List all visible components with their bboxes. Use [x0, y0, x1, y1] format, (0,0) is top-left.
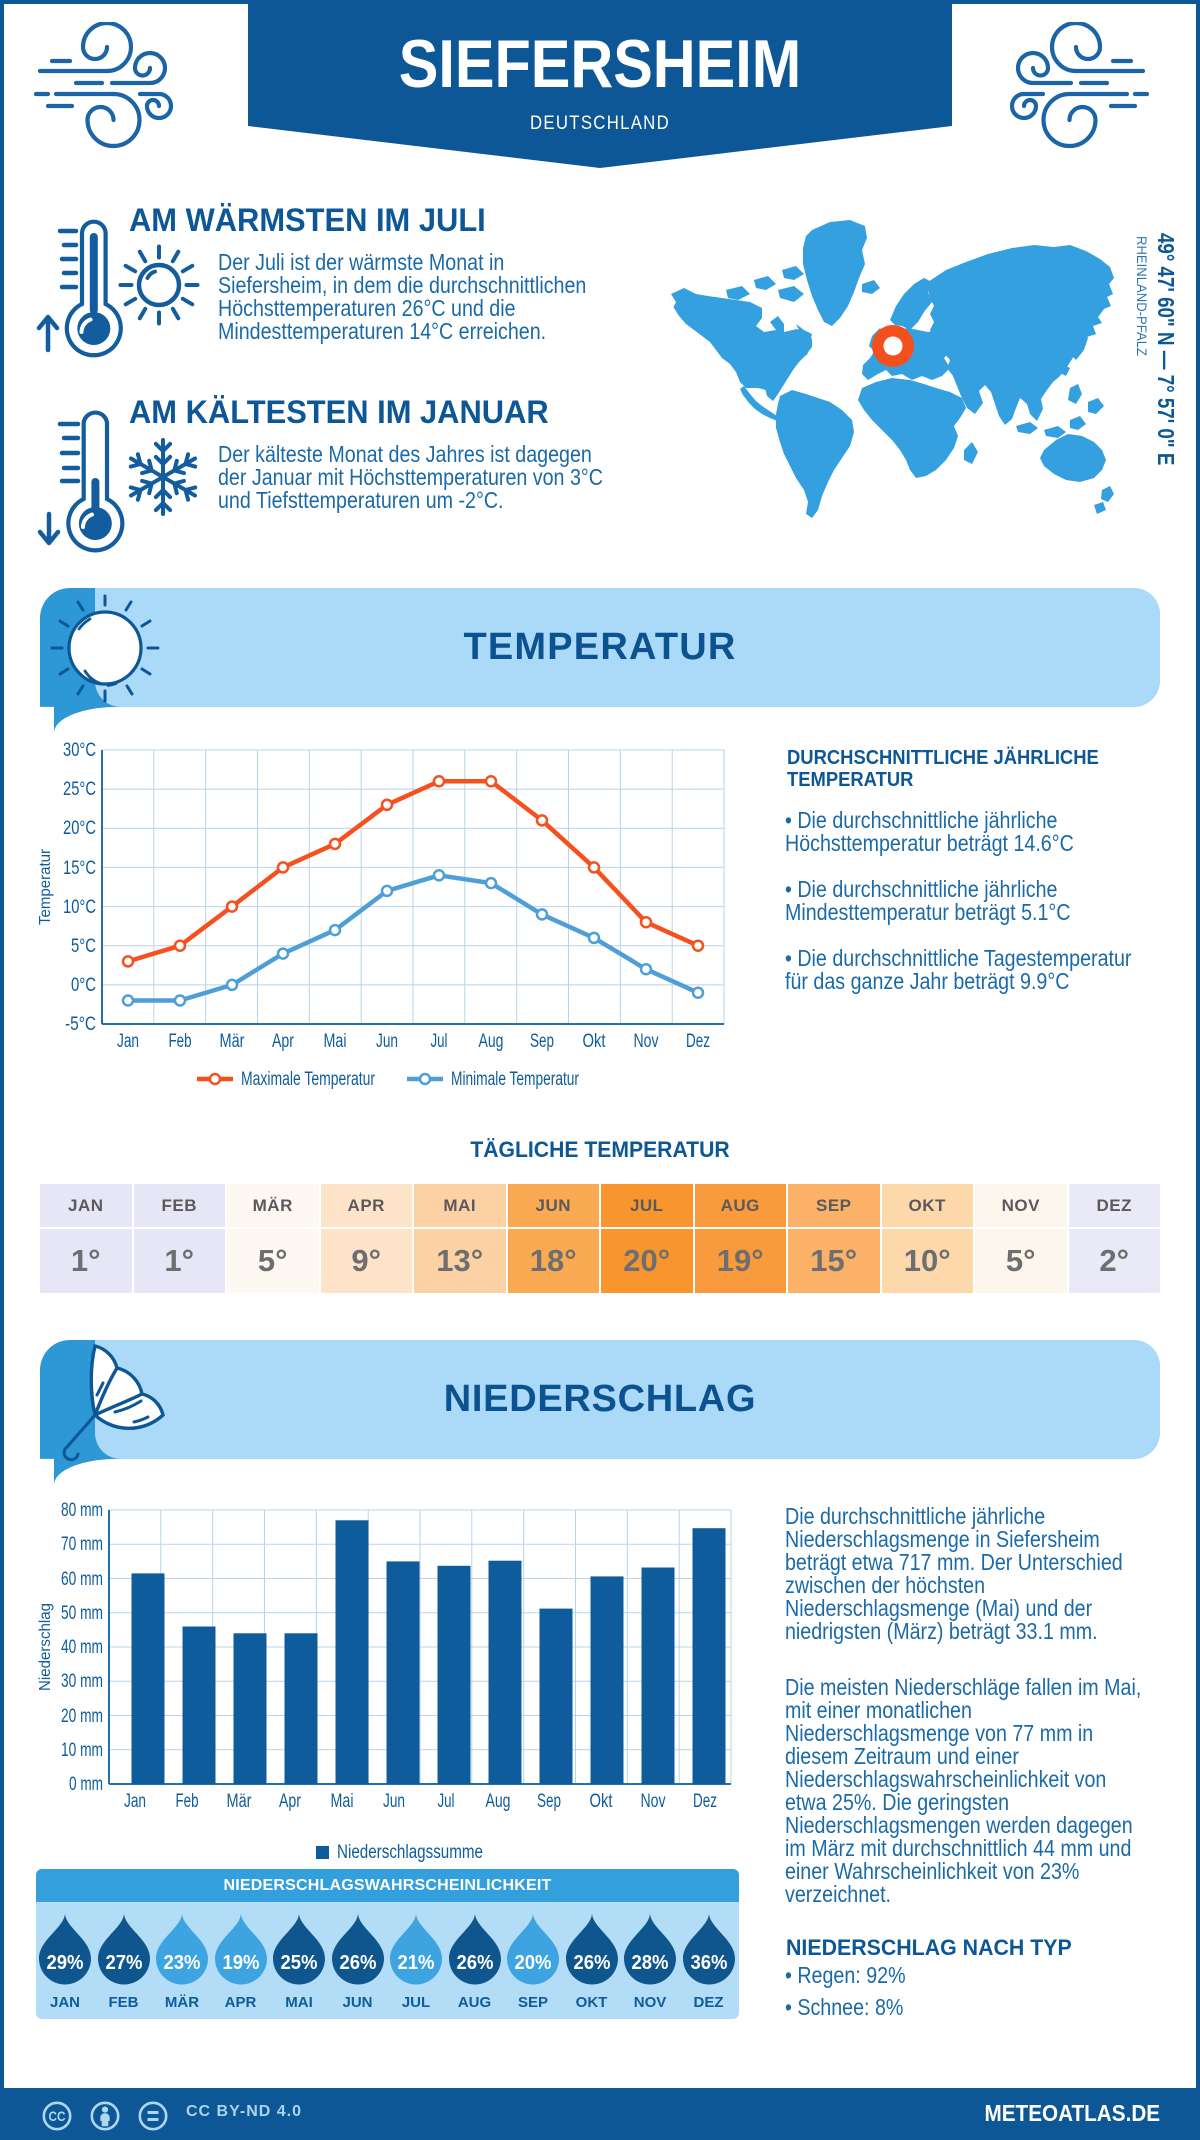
svg-text:Niederschlag: Niederschlag — [37, 1603, 54, 1691]
svg-text:Okt: Okt — [590, 1791, 614, 1812]
svg-text:-5°C: -5°C — [65, 1014, 96, 1035]
svg-text:Dez: Dez — [693, 1791, 717, 1812]
svg-text:25°C: 25°C — [63, 779, 96, 800]
svg-text:Nov: Nov — [641, 1791, 666, 1812]
svg-text:Niederschlagssumme: Niederschlagssumme — [337, 1842, 483, 1863]
svg-text:Sep: Sep — [537, 1791, 561, 1812]
svg-text:0 mm: 0 mm — [69, 1774, 103, 1795]
svg-text:Jan: Jan — [124, 1791, 146, 1812]
svg-text:50 mm: 50 mm — [61, 1603, 103, 1624]
svg-text:26%: 26% — [573, 1952, 610, 1974]
svg-text:27%: 27% — [105, 1952, 142, 1974]
svg-text:20%: 20% — [515, 1952, 552, 1974]
svg-text:0°C: 0°C — [71, 975, 96, 996]
svg-text:Feb: Feb — [176, 1791, 199, 1812]
svg-text:Jul: Jul — [438, 1791, 455, 1812]
svg-text:60 mm: 60 mm — [61, 1569, 103, 1590]
svg-text:Jun: Jun — [383, 1791, 405, 1812]
svg-text:Mai: Mai — [331, 1791, 354, 1812]
svg-text:29%: 29% — [47, 1952, 84, 1974]
svg-text:Jan: Jan — [117, 1031, 139, 1052]
svg-text:Minimale Temperatur: Minimale Temperatur — [451, 1069, 579, 1090]
svg-text:15°C: 15°C — [63, 858, 96, 879]
svg-text:10°C: 10°C — [63, 897, 96, 918]
svg-text:Sep: Sep — [530, 1031, 554, 1052]
svg-text:19%: 19% — [222, 1952, 259, 1974]
svg-text:30 mm: 30 mm — [61, 1671, 103, 1692]
svg-text:23%: 23% — [164, 1952, 201, 1974]
svg-text:80 mm: 80 mm — [61, 1500, 103, 1521]
svg-text:Aug: Aug — [479, 1031, 504, 1052]
svg-text:Jul: Jul — [431, 1031, 448, 1052]
svg-text:Apr: Apr — [272, 1031, 294, 1052]
svg-text:26%: 26% — [456, 1952, 493, 1974]
svg-text:Aug: Aug — [486, 1791, 511, 1812]
svg-text:Mär: Mär — [220, 1031, 246, 1052]
svg-text:30°C: 30°C — [63, 740, 96, 761]
svg-text:Maximale Temperatur: Maximale Temperatur — [241, 1069, 375, 1090]
svg-text:20 mm: 20 mm — [61, 1706, 103, 1727]
svg-text:Apr: Apr — [279, 1791, 301, 1812]
svg-text:36%: 36% — [690, 1952, 727, 1974]
svg-text:Okt: Okt — [583, 1031, 607, 1052]
svg-text:CC: CC — [49, 2109, 66, 2124]
svg-text:Mai: Mai — [324, 1031, 347, 1052]
svg-text:Nov: Nov — [634, 1031, 659, 1052]
svg-text:10 mm: 10 mm — [61, 1740, 103, 1761]
svg-text:28%: 28% — [632, 1952, 669, 1974]
svg-text:20°C: 20°C — [63, 818, 96, 839]
svg-text:Dez: Dez — [686, 1031, 710, 1052]
svg-text:40 mm: 40 mm — [61, 1637, 103, 1658]
svg-text:25%: 25% — [281, 1952, 318, 1974]
svg-text:5°C: 5°C — [71, 936, 96, 957]
svg-text:26%: 26% — [339, 1952, 376, 1974]
svg-text:Feb: Feb — [169, 1031, 192, 1052]
svg-text:Jun: Jun — [376, 1031, 398, 1052]
svg-text:Temperatur: Temperatur — [37, 849, 54, 925]
svg-text:21%: 21% — [398, 1952, 435, 1974]
svg-text:70 mm: 70 mm — [61, 1534, 103, 1555]
svg-text:Mär: Mär — [227, 1791, 253, 1812]
